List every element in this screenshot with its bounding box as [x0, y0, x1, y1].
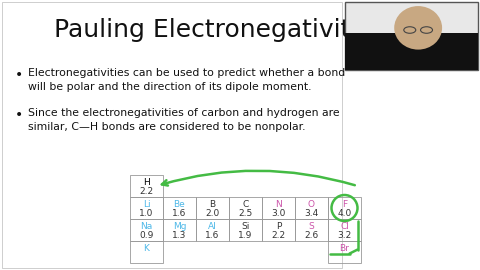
- Bar: [262, 197, 295, 219]
- Bar: [229, 197, 262, 219]
- Text: Electronegativities can be used to predict whether a bond
will be polar and the : Electronegativities can be used to predi…: [28, 68, 345, 92]
- Text: C: C: [242, 200, 249, 209]
- Text: K: K: [144, 244, 149, 253]
- Text: 2.6: 2.6: [304, 231, 319, 240]
- Bar: [2, 2, 342, 268]
- Bar: [345, 33, 478, 70]
- Text: Pauling Electronegativities: Pauling Electronegativities: [54, 18, 386, 42]
- Text: H: H: [143, 178, 150, 187]
- Text: Li: Li: [143, 200, 150, 209]
- Text: 1.9: 1.9: [238, 231, 252, 240]
- Bar: [328, 197, 361, 219]
- Text: B: B: [209, 200, 216, 209]
- Text: 1.3: 1.3: [172, 231, 187, 240]
- Text: 1.6: 1.6: [172, 209, 187, 218]
- Bar: [345, 2, 478, 70]
- Text: 3.2: 3.2: [337, 231, 352, 240]
- Text: 1.0: 1.0: [139, 209, 154, 218]
- Text: 4.0: 4.0: [337, 209, 352, 218]
- Text: 0.9: 0.9: [139, 231, 154, 240]
- Bar: [130, 219, 163, 241]
- Text: 2.2: 2.2: [271, 231, 286, 240]
- Bar: [130, 241, 163, 263]
- Text: F: F: [342, 200, 347, 209]
- Bar: [262, 219, 295, 241]
- Text: 3.4: 3.4: [304, 209, 319, 218]
- Text: 2.0: 2.0: [205, 209, 220, 218]
- Bar: [295, 197, 328, 219]
- Ellipse shape: [394, 6, 442, 50]
- Text: 1.6: 1.6: [205, 231, 220, 240]
- Text: Br: Br: [339, 244, 349, 253]
- Text: •: •: [15, 68, 23, 82]
- Text: 2.2: 2.2: [139, 187, 154, 196]
- Text: S: S: [309, 222, 314, 231]
- Bar: [130, 175, 163, 197]
- Bar: [196, 219, 229, 241]
- Bar: [328, 219, 361, 241]
- Bar: [130, 197, 163, 219]
- Text: •: •: [15, 108, 23, 122]
- Text: Mg: Mg: [173, 222, 186, 231]
- Text: P: P: [276, 222, 281, 231]
- Text: Na: Na: [140, 222, 153, 231]
- Text: Al: Al: [208, 222, 217, 231]
- Text: N: N: [275, 200, 282, 209]
- Bar: [163, 197, 196, 219]
- Text: Cl: Cl: [340, 222, 349, 231]
- Text: 2.5: 2.5: [239, 209, 252, 218]
- Bar: [163, 219, 196, 241]
- Bar: [229, 219, 262, 241]
- Text: O: O: [308, 200, 315, 209]
- Bar: [196, 197, 229, 219]
- Text: Since the electronegativities of carbon and hydrogen are
similar, C—H bonds are : Since the electronegativities of carbon …: [28, 108, 340, 132]
- Text: 3.0: 3.0: [271, 209, 286, 218]
- Bar: [328, 241, 361, 263]
- Bar: [295, 219, 328, 241]
- Text: Si: Si: [241, 222, 250, 231]
- Text: Be: Be: [174, 200, 185, 209]
